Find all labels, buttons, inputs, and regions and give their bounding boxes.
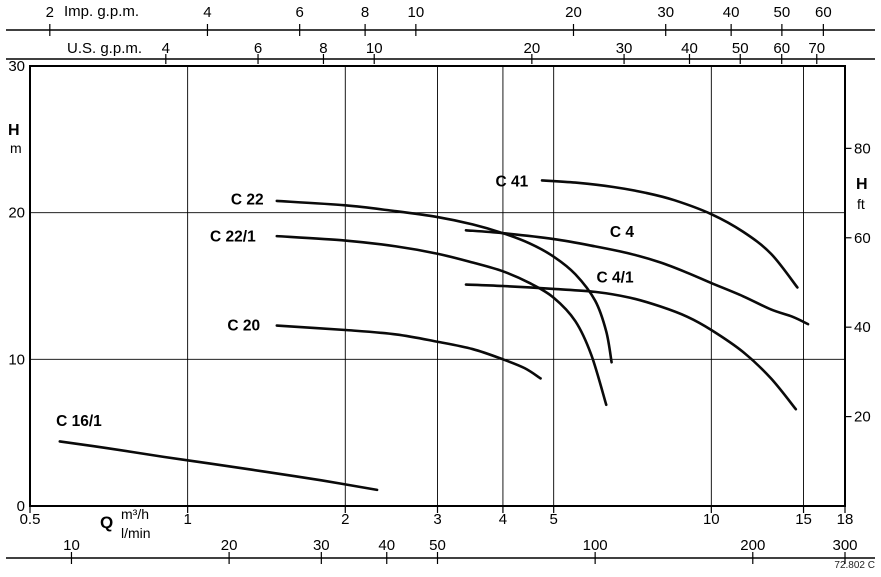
curve-c-20 (275, 324, 542, 380)
head-axis-unit-m: m (10, 140, 22, 156)
flow-lmin-tick-label: 40 (378, 537, 395, 554)
imp-gpm-tick-label: 30 (657, 4, 674, 21)
us-gpm-tick-label: 60 (773, 40, 790, 57)
head-axis-unit-ft: ft (857, 196, 865, 212)
head-axis-label-ft: H (856, 176, 868, 193)
head-ft-tick-label: 80 (854, 140, 871, 157)
head-ft-tick-label: 40 (854, 319, 871, 336)
flow-axis-unit-m3h: m³/h (121, 506, 149, 522)
flow-axis-label: Q (100, 513, 114, 532)
us-gpm-tick-label: 4 (162, 40, 170, 57)
us-gpm-axis-label: U.S. g.p.m. (67, 40, 143, 57)
imp-gpm-tick-label: 50 (774, 4, 791, 21)
curve-label-c-4: C 4 (610, 224, 635, 241)
curve-c-22 (275, 199, 613, 364)
head-m-tick-label: 20 (8, 205, 25, 222)
curve-label-c-22-1: C 22/1 (210, 228, 256, 245)
flow-m3h-tick-label: 10 (703, 511, 720, 528)
head-m-tick-label: 30 (8, 58, 25, 75)
head-ft-tick-label: 60 (854, 230, 871, 247)
flow-lmin-tick-label: 200 (740, 537, 765, 554)
imp-gpm-tick-label: 2 (46, 4, 54, 21)
imp-gpm-tick-label: 8 (361, 4, 369, 21)
imp-gpm-axis-label: Imp. g.p.m. (64, 3, 140, 20)
curve-c-22-1 (275, 234, 608, 407)
flow-lmin-tick-label: 20 (221, 537, 238, 554)
imp-gpm-tick-label: 60 (815, 4, 832, 21)
curve-c-4-1 (464, 283, 798, 411)
us-gpm-tick-label: 40 (681, 40, 698, 57)
us-gpm-tick-label: 6 (254, 40, 262, 57)
curve-label-c-22: C 22 (231, 192, 264, 209)
flow-m3h-tick-label: 0.5 (20, 511, 41, 528)
us-gpm-tick-label: 8 (319, 40, 327, 57)
curve-label-c-16-1: C 16/1 (56, 413, 102, 430)
imp-gpm-tick-label: 10 (408, 4, 425, 21)
head-axis-label-m: H (8, 122, 20, 139)
drawing-number: 72.802 C (834, 560, 875, 571)
us-gpm-tick-label: 20 (524, 40, 541, 57)
imp-gpm-tick-label: 40 (723, 4, 740, 21)
flow-m3h-tick-label: 4 (499, 511, 507, 528)
imp-gpm-tick-label: 6 (296, 4, 304, 21)
flow-m3h-tick-label: 5 (550, 511, 558, 528)
flow-lmin-tick-label: 30 (313, 537, 330, 554)
head-m-tick-label: 10 (8, 351, 25, 368)
curve-c-4 (464, 228, 810, 326)
curve-label-c-41: C 41 (495, 173, 528, 190)
head-m-tick-label: 0 (17, 498, 25, 515)
imp-gpm-tick-label: 4 (203, 4, 211, 21)
flow-m3h-tick-label: 2 (341, 511, 349, 528)
flow-m3h-tick-label: 3 (433, 511, 441, 528)
flow-m3h-tick-label: 1 (183, 511, 191, 528)
us-gpm-tick-label: 50 (732, 40, 749, 57)
flow-lmin-tick-label: 300 (832, 537, 857, 554)
curve-c-41 (540, 179, 799, 289)
flow-lmin-tick-label: 10 (63, 537, 80, 554)
flow-lmin-tick-label: 50 (429, 537, 446, 554)
curve-label-c-4-1: C 4/1 (597, 269, 634, 286)
curve-label-c-20: C 20 (227, 318, 260, 335)
us-gpm-tick-label: 30 (616, 40, 633, 57)
us-gpm-tick-label: 10 (366, 40, 383, 57)
imp-gpm-tick-label: 20 (565, 4, 582, 21)
flow-m3h-tick-label: 15 (795, 511, 812, 528)
curve-c-16-1 (58, 440, 379, 492)
flow-lmin-tick-label: 100 (583, 537, 608, 554)
head-ft-tick-label: 20 (854, 409, 871, 426)
us-gpm-tick-label: 70 (808, 40, 825, 57)
flow-axis-unit-lmin: l/min (121, 525, 151, 541)
flow-m3h-tick-label: 18 (837, 511, 854, 528)
